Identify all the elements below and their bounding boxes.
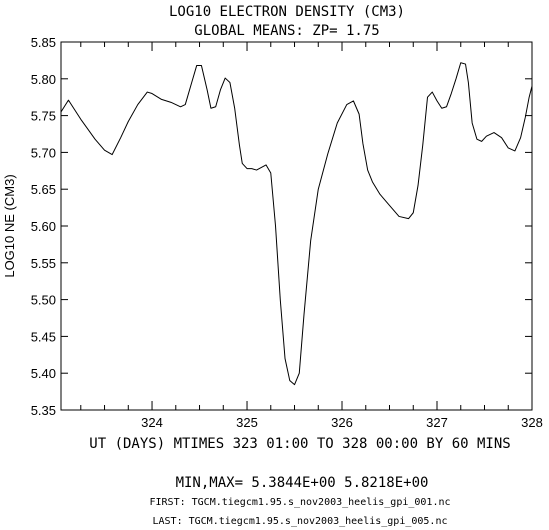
x-axis-ticks: 324 325 326 327 328 (80, 42, 543, 430)
last-file-label: LAST: TGCM.tiegcm1.95.s_nov2003_heelis_g… (152, 516, 447, 527)
y-tick-label: 5.85 (31, 35, 56, 50)
x-tick-label: 328 (521, 415, 543, 430)
y-tick-label: 5.45 (31, 329, 56, 344)
y-axis-ticks: 5.35 5.40 5.45 5.50 5.55 5.60 5.65 5.70 5.75 5.80… (31, 35, 532, 418)
y-axis-label: LOG10 NE (CM3) (2, 174, 17, 277)
x-tick-label: 325 (236, 415, 258, 430)
series-group (60, 62, 533, 386)
plot-frame (60, 41, 533, 411)
first-file-label: FIRST: TGCM.tiegcm1.95.s_nov2003_heelis_… (149, 497, 450, 508)
y-tick-label: 5.80 (31, 72, 56, 87)
y-tick-label: 5.70 (31, 145, 56, 160)
y-tick-label: 5.65 (31, 182, 56, 197)
x-tick-label: 324 (141, 415, 163, 430)
x-axis-label: UT (DAYS) MTIMES 323 01:00 TO 328 00:00 … (89, 436, 510, 452)
chart-title: LOG10 ELECTRON DENSITY (CM3) (169, 4, 405, 20)
y-tick-label: 5.50 (31, 293, 56, 308)
y-tick-label: 5.60 (31, 219, 56, 234)
y-tick-label: 5.40 (31, 366, 56, 381)
y-tick-label: 5.55 (31, 256, 56, 271)
x-tick-label: 327 (426, 415, 448, 430)
series-line (60, 62, 533, 386)
y-tick-label: 5.75 (31, 109, 56, 124)
minmax-readout: MIN,MAX= 5.3844E+00 5.8218E+00 (176, 475, 429, 491)
x-tick-label: 326 (331, 415, 353, 430)
y-tick-label: 5.35 (31, 403, 56, 418)
chart-subtitle: GLOBAL MEANS: ZP= 1.75 (194, 23, 379, 39)
